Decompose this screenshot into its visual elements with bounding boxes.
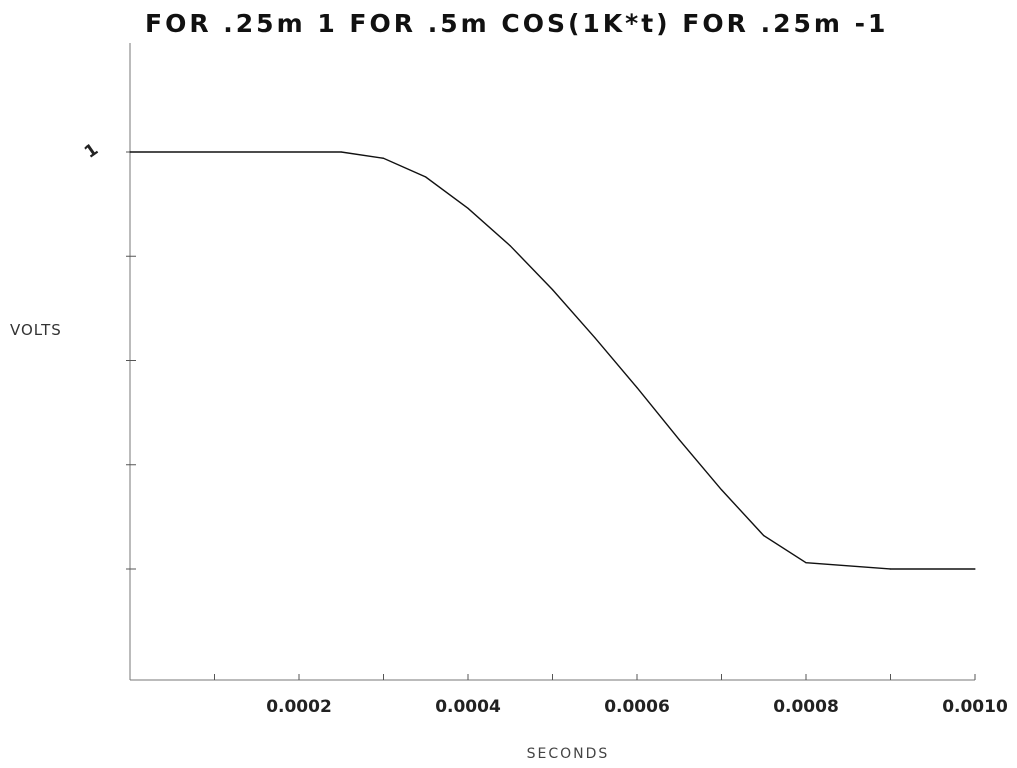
series-point <box>974 568 976 570</box>
x-tick-label: 0.0004 <box>435 697 501 717</box>
x-tick-label: 0.0010 <box>942 697 1008 717</box>
series-point <box>805 562 807 564</box>
series-point <box>889 568 892 570</box>
series-line <box>130 151 975 570</box>
series-point <box>129 151 131 153</box>
x-tick-label: 0.0002 <box>266 697 332 717</box>
series-point <box>509 245 511 247</box>
y-axis-label: VOLTS <box>10 321 62 339</box>
x-axis-label: SECONDS <box>527 746 610 762</box>
y-tick-label: 1 <box>81 140 102 163</box>
series-point <box>636 387 638 389</box>
chart-title: FOR .25m 1 FOR .5m COS(1K*t) FOR .25m -1 <box>145 9 888 38</box>
series-point <box>382 157 385 159</box>
series-point <box>340 151 342 153</box>
x-ticks <box>214 674 976 680</box>
series-point <box>551 289 554 291</box>
x-tick-labels: 0.0002 0.0004 0.0006 0.0008 0.0010 <box>266 697 1008 717</box>
x-tick-label: 0.0008 <box>773 697 839 717</box>
series-point <box>594 336 596 339</box>
series-group <box>129 151 976 570</box>
y-ticks <box>126 151 136 570</box>
series-point <box>678 439 680 441</box>
x-tick-label: 0.0006 <box>604 697 670 717</box>
series-point <box>425 176 427 178</box>
series-point <box>763 535 765 537</box>
y-tick-labels: 1 <box>81 140 102 163</box>
series-point <box>467 207 469 209</box>
series-point <box>720 489 723 491</box>
